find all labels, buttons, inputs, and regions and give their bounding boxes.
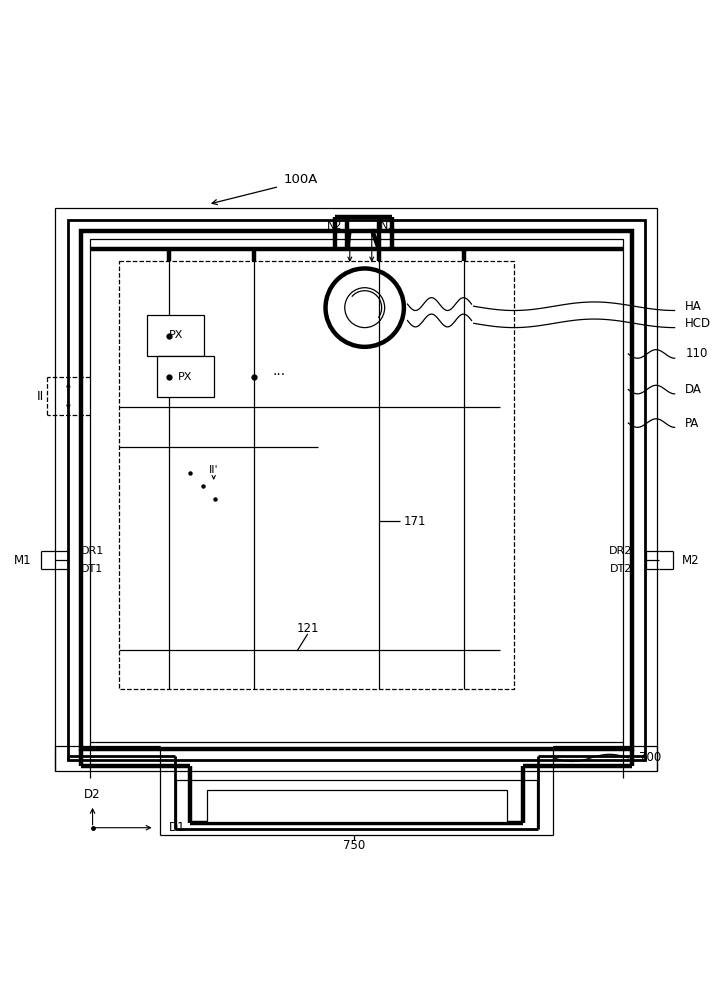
Text: N2: N2 xyxy=(327,221,343,231)
Text: N1: N1 xyxy=(380,221,395,231)
Text: M1: M1 xyxy=(14,554,32,567)
Text: HCD: HCD xyxy=(685,317,711,330)
Bar xyxy=(68,220,646,760)
Bar xyxy=(81,231,632,749)
Bar xyxy=(119,261,514,689)
Text: II: II xyxy=(37,390,44,403)
Text: 171: 171 xyxy=(404,515,426,528)
Text: PX: PX xyxy=(169,330,183,340)
Text: D1: D1 xyxy=(169,821,186,834)
Text: 100A: 100A xyxy=(283,173,318,186)
Bar xyxy=(147,315,204,356)
Bar xyxy=(176,780,537,829)
Bar xyxy=(157,356,214,397)
Text: M2: M2 xyxy=(682,554,700,567)
Text: D2: D2 xyxy=(84,788,101,801)
Text: PX: PX xyxy=(178,372,193,382)
Text: 110: 110 xyxy=(685,347,707,360)
Text: DT2: DT2 xyxy=(610,564,632,574)
Text: II': II' xyxy=(209,465,219,475)
Text: PA: PA xyxy=(685,417,700,430)
Text: ···: ··· xyxy=(273,368,285,382)
Text: 700: 700 xyxy=(639,751,661,764)
Bar xyxy=(55,208,656,771)
Text: DT1: DT1 xyxy=(81,564,104,574)
Text: DA: DA xyxy=(685,383,702,396)
Text: DR1: DR1 xyxy=(81,546,104,556)
Text: 750: 750 xyxy=(343,839,365,852)
Bar xyxy=(90,239,623,742)
Text: DR2: DR2 xyxy=(608,546,632,556)
Bar xyxy=(206,790,507,822)
Text: 121: 121 xyxy=(296,622,319,635)
Text: HA: HA xyxy=(685,300,702,313)
